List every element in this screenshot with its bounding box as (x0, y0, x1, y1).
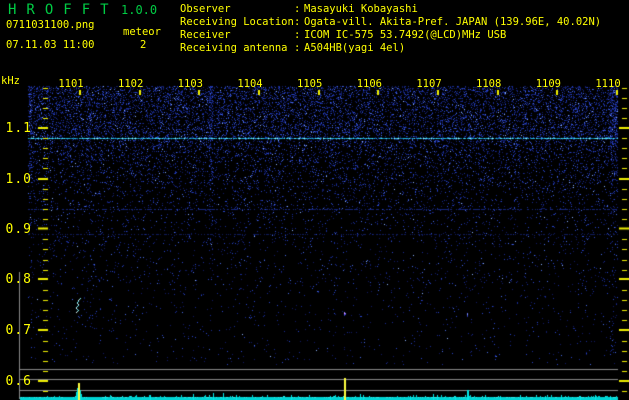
info-row-label: Receiver (180, 29, 231, 41)
freq-tick-label: 1.0 (5, 172, 32, 187)
time-tick-label: 1106 (356, 78, 382, 90)
time-tick-label: 1110 (595, 78, 621, 90)
time-tick-label: 1103 (177, 78, 203, 90)
info-row-colon: : (294, 29, 301, 41)
output-filename: 0711031100.png (6, 19, 95, 31)
app-title: HROFFT (8, 2, 119, 18)
freq-tick-label: 0.9 (5, 221, 32, 237)
time-tick-label: 1105 (297, 78, 323, 90)
freq-tick-label: 0.8 (5, 272, 32, 287)
info-row-label: Receiving Location (180, 16, 294, 28)
freq-tick-label: 1.1 (5, 121, 32, 136)
freq-tick-label: 0.7 (5, 323, 32, 338)
echo-count: 2 (140, 39, 147, 51)
info-row-value: Ogata-vill. Akita-Pref. JAPAN (139.96E, … (304, 16, 602, 28)
time-tick-label: 1107 (416, 78, 442, 90)
mode-label: meteor (123, 26, 161, 38)
info-row: Observer: Masayuki Kobayashi (180, 3, 601, 16)
time-tick-label: 1102 (118, 78, 144, 90)
info-row-label: Observer (180, 3, 231, 15)
info-row: Receiving antenna: A504HB(yagi 4el) (180, 42, 601, 55)
info-row-colon: : (294, 16, 301, 28)
info-row: Receiver: ICOM IC-575 53.7492(@LCD)MHz US… (180, 29, 601, 42)
time-tick-label: 1101 (58, 78, 84, 90)
observation-timestamp: 07.11.03 11:00 (6, 39, 95, 51)
info-row-value: A504HB(yagi 4el) (304, 42, 406, 54)
time-tick-label: 1108 (476, 78, 502, 90)
info-row-label: Receiving antenna (180, 42, 288, 54)
time-tick-label: 1109 (535, 78, 561, 90)
app-version: 1.0.0 (121, 3, 158, 17)
freq-unit-label: kHz (1, 75, 20, 87)
info-row-colon: : (294, 42, 301, 54)
info-row: Receiving Location: Ogata-vill. Akita-Pre… (180, 16, 601, 29)
info-row-value: ICOM IC-575 53.7492(@LCD)MHz USB (304, 29, 507, 41)
observer-info-block: Observer: Masayuki Kobayashi Receiving Loc… (180, 3, 601, 55)
info-row-colon: : (294, 3, 301, 15)
info-row-value: Masayuki Kobayashi (304, 3, 418, 15)
time-tick-label: 1104 (237, 78, 263, 90)
freq-tick-label: 0.6 (5, 374, 32, 389)
